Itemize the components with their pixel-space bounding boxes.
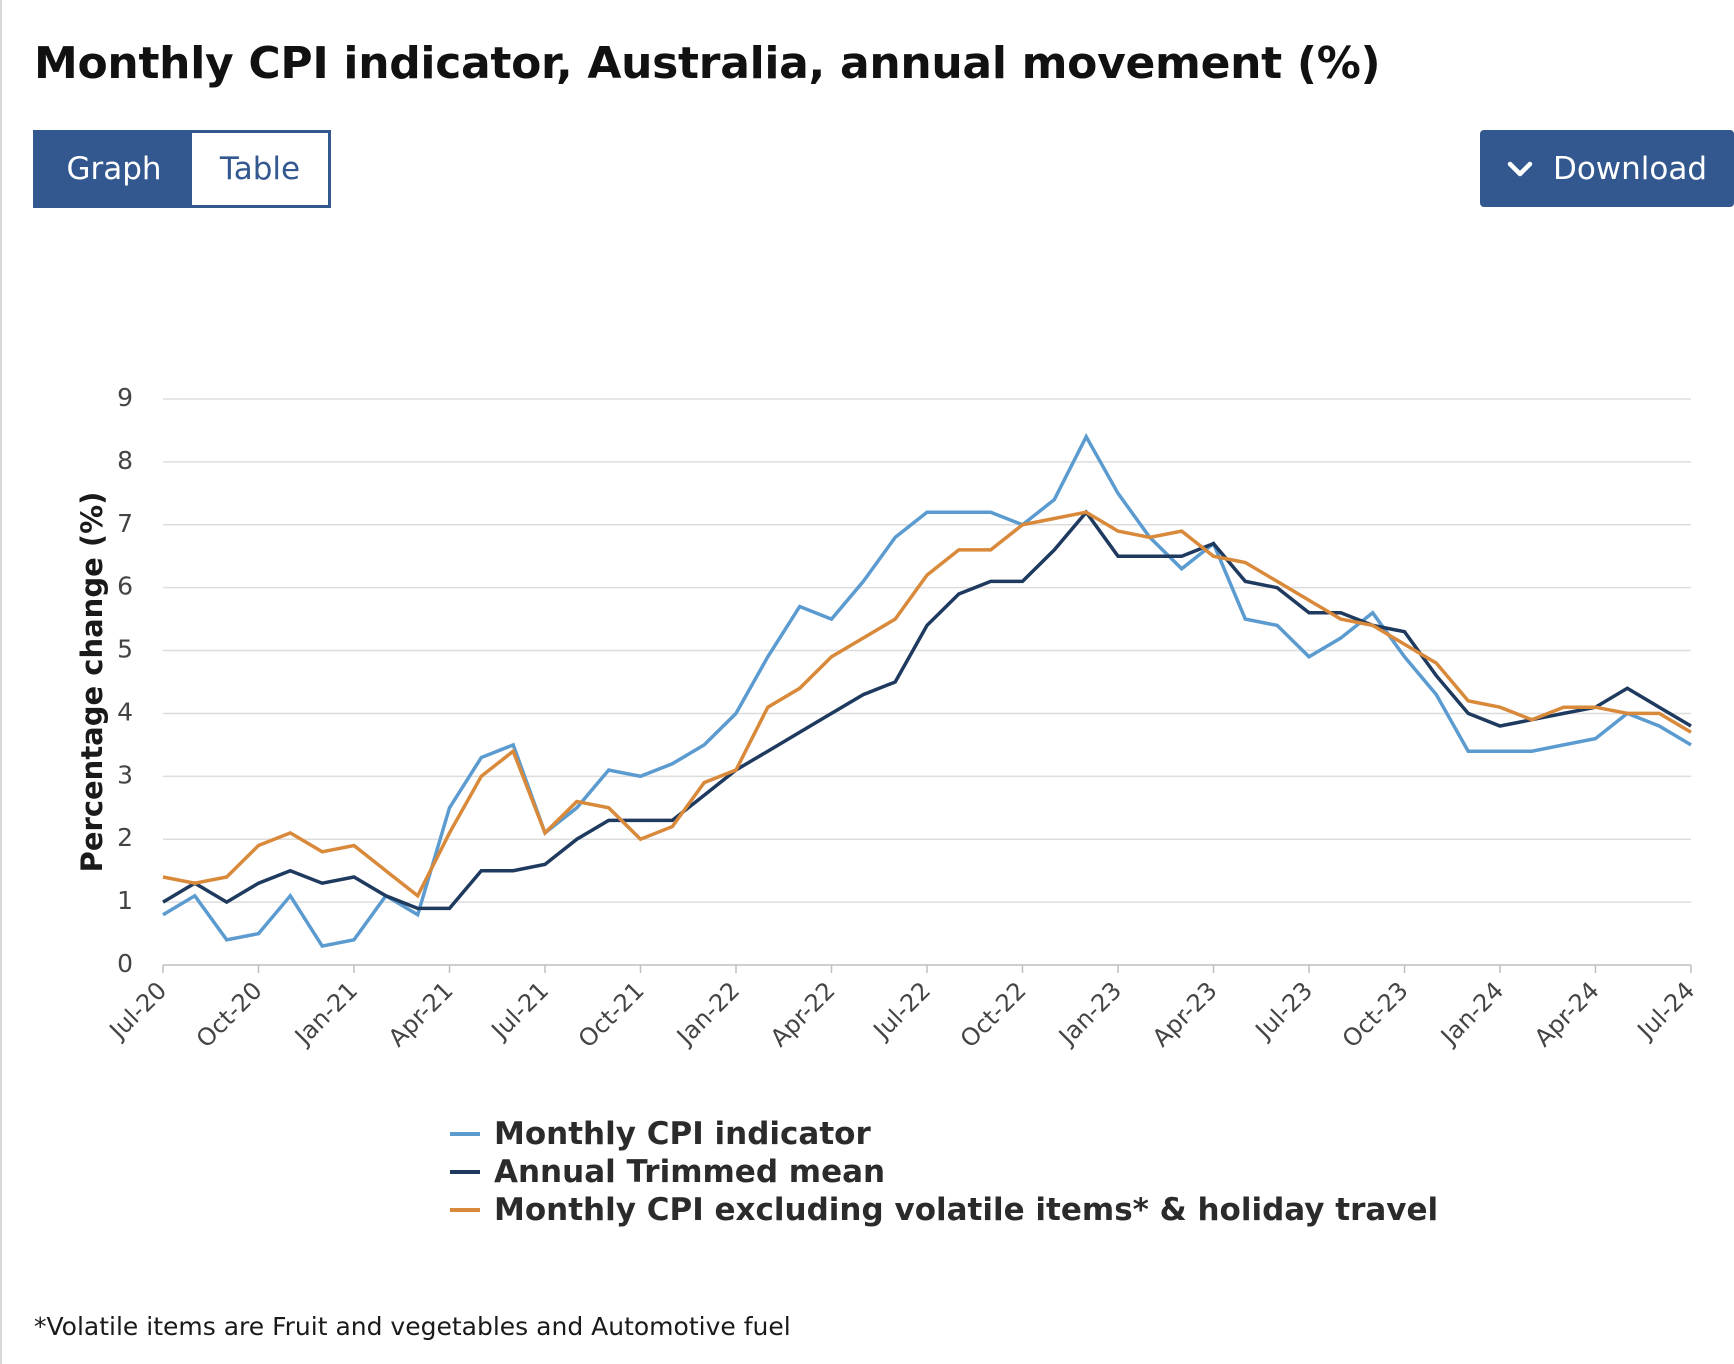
series-line-1[interactable] — [162, 509, 1692, 911]
x-tick-label: Oct-22 — [955, 976, 1032, 1053]
y-tick-label: 3 — [117, 760, 133, 789]
page-title: Monthly CPI indicator, Australia, annual… — [34, 38, 1381, 89]
legend-swatch — [450, 1170, 480, 1174]
x-tick-label: Apr-22 — [765, 976, 841, 1052]
chevron-down-icon — [1507, 161, 1533, 176]
view-toggle: Graph Table — [33, 130, 331, 208]
frame-edge — [0, 0, 2, 1364]
legend-swatch — [450, 1208, 480, 1212]
tab-table[interactable]: Table — [192, 133, 328, 205]
y-tick-label: 4 — [117, 697, 133, 726]
x-tick-label: Jul-22 — [867, 976, 936, 1045]
x-tick-label: Jul-23 — [1249, 976, 1318, 1045]
x-tick-labels: Jul-20 Oct-20 Jan-21 Apr-21 Jul-21 Oct-21 Jan-… — [103, 965, 1700, 1053]
series-line-0[interactable] — [162, 432, 1692, 949]
x-tick-label: Jan-21 — [288, 976, 363, 1051]
y-tick-label: 8 — [117, 446, 133, 475]
y-tick-label: 6 — [117, 572, 133, 601]
x-tick-label: Jan-24 — [1434, 976, 1509, 1051]
tab-graph[interactable]: Graph — [36, 133, 192, 205]
x-tick-label: Oct-21 — [573, 976, 650, 1053]
x-tick-label: Jul-24 — [1631, 976, 1700, 1045]
legend-swatch — [450, 1132, 480, 1136]
x-tick-label: Apr-23 — [1147, 976, 1223, 1052]
download-label: Download — [1552, 150, 1708, 187]
footnote: *Volatile items are Fruit and vegetables… — [34, 1312, 791, 1341]
y-tick-label: 0 — [117, 949, 133, 978]
y-axis-label: Percentage change (%) — [75, 492, 109, 873]
legend-item-trimmed-mean[interactable]: Annual Trimmed mean — [450, 1153, 1438, 1191]
y-tick-label: 9 — [117, 383, 133, 412]
x-tick-label: Jul-21 — [485, 976, 554, 1045]
legend-item-excl-volatile[interactable]: Monthly CPI excluding volatile items* & … — [450, 1191, 1438, 1229]
legend: Monthly CPI indicator Annual Trimmed mea… — [450, 1115, 1438, 1229]
x-tick-label: Apr-24 — [1529, 976, 1605, 1052]
x-tick-label: Oct-23 — [1337, 976, 1414, 1053]
series-line-2[interactable] — [162, 510, 1692, 899]
legend-item-monthly-cpi[interactable]: Monthly CPI indicator — [450, 1115, 1438, 1153]
series-layer — [162, 432, 1692, 949]
x-tick-label: Oct-20 — [191, 976, 268, 1053]
legend-label: Monthly CPI excluding volatile items* & … — [494, 1192, 1439, 1228]
grid-layer — [163, 398, 1691, 966]
y-tick-label: 2 — [117, 823, 133, 852]
legend-label: Annual Trimmed mean — [494, 1154, 886, 1190]
download-button[interactable]: Download — [1480, 130, 1734, 207]
x-tick-label: Jan-23 — [1052, 976, 1127, 1051]
y-tick-label: 7 — [117, 509, 133, 538]
y-tick-labels: 0 1 2 3 4 5 6 7 8 9 — [117, 383, 133, 978]
x-tick-label: Jul-20 — [103, 976, 172, 1045]
x-tick-label: Apr-21 — [383, 976, 459, 1052]
legend-label: Monthly CPI indicator — [494, 1116, 871, 1152]
x-tick-label: Jan-22 — [670, 976, 745, 1051]
y-tick-label: 1 — [117, 886, 133, 915]
y-tick-label: 5 — [117, 635, 133, 664]
